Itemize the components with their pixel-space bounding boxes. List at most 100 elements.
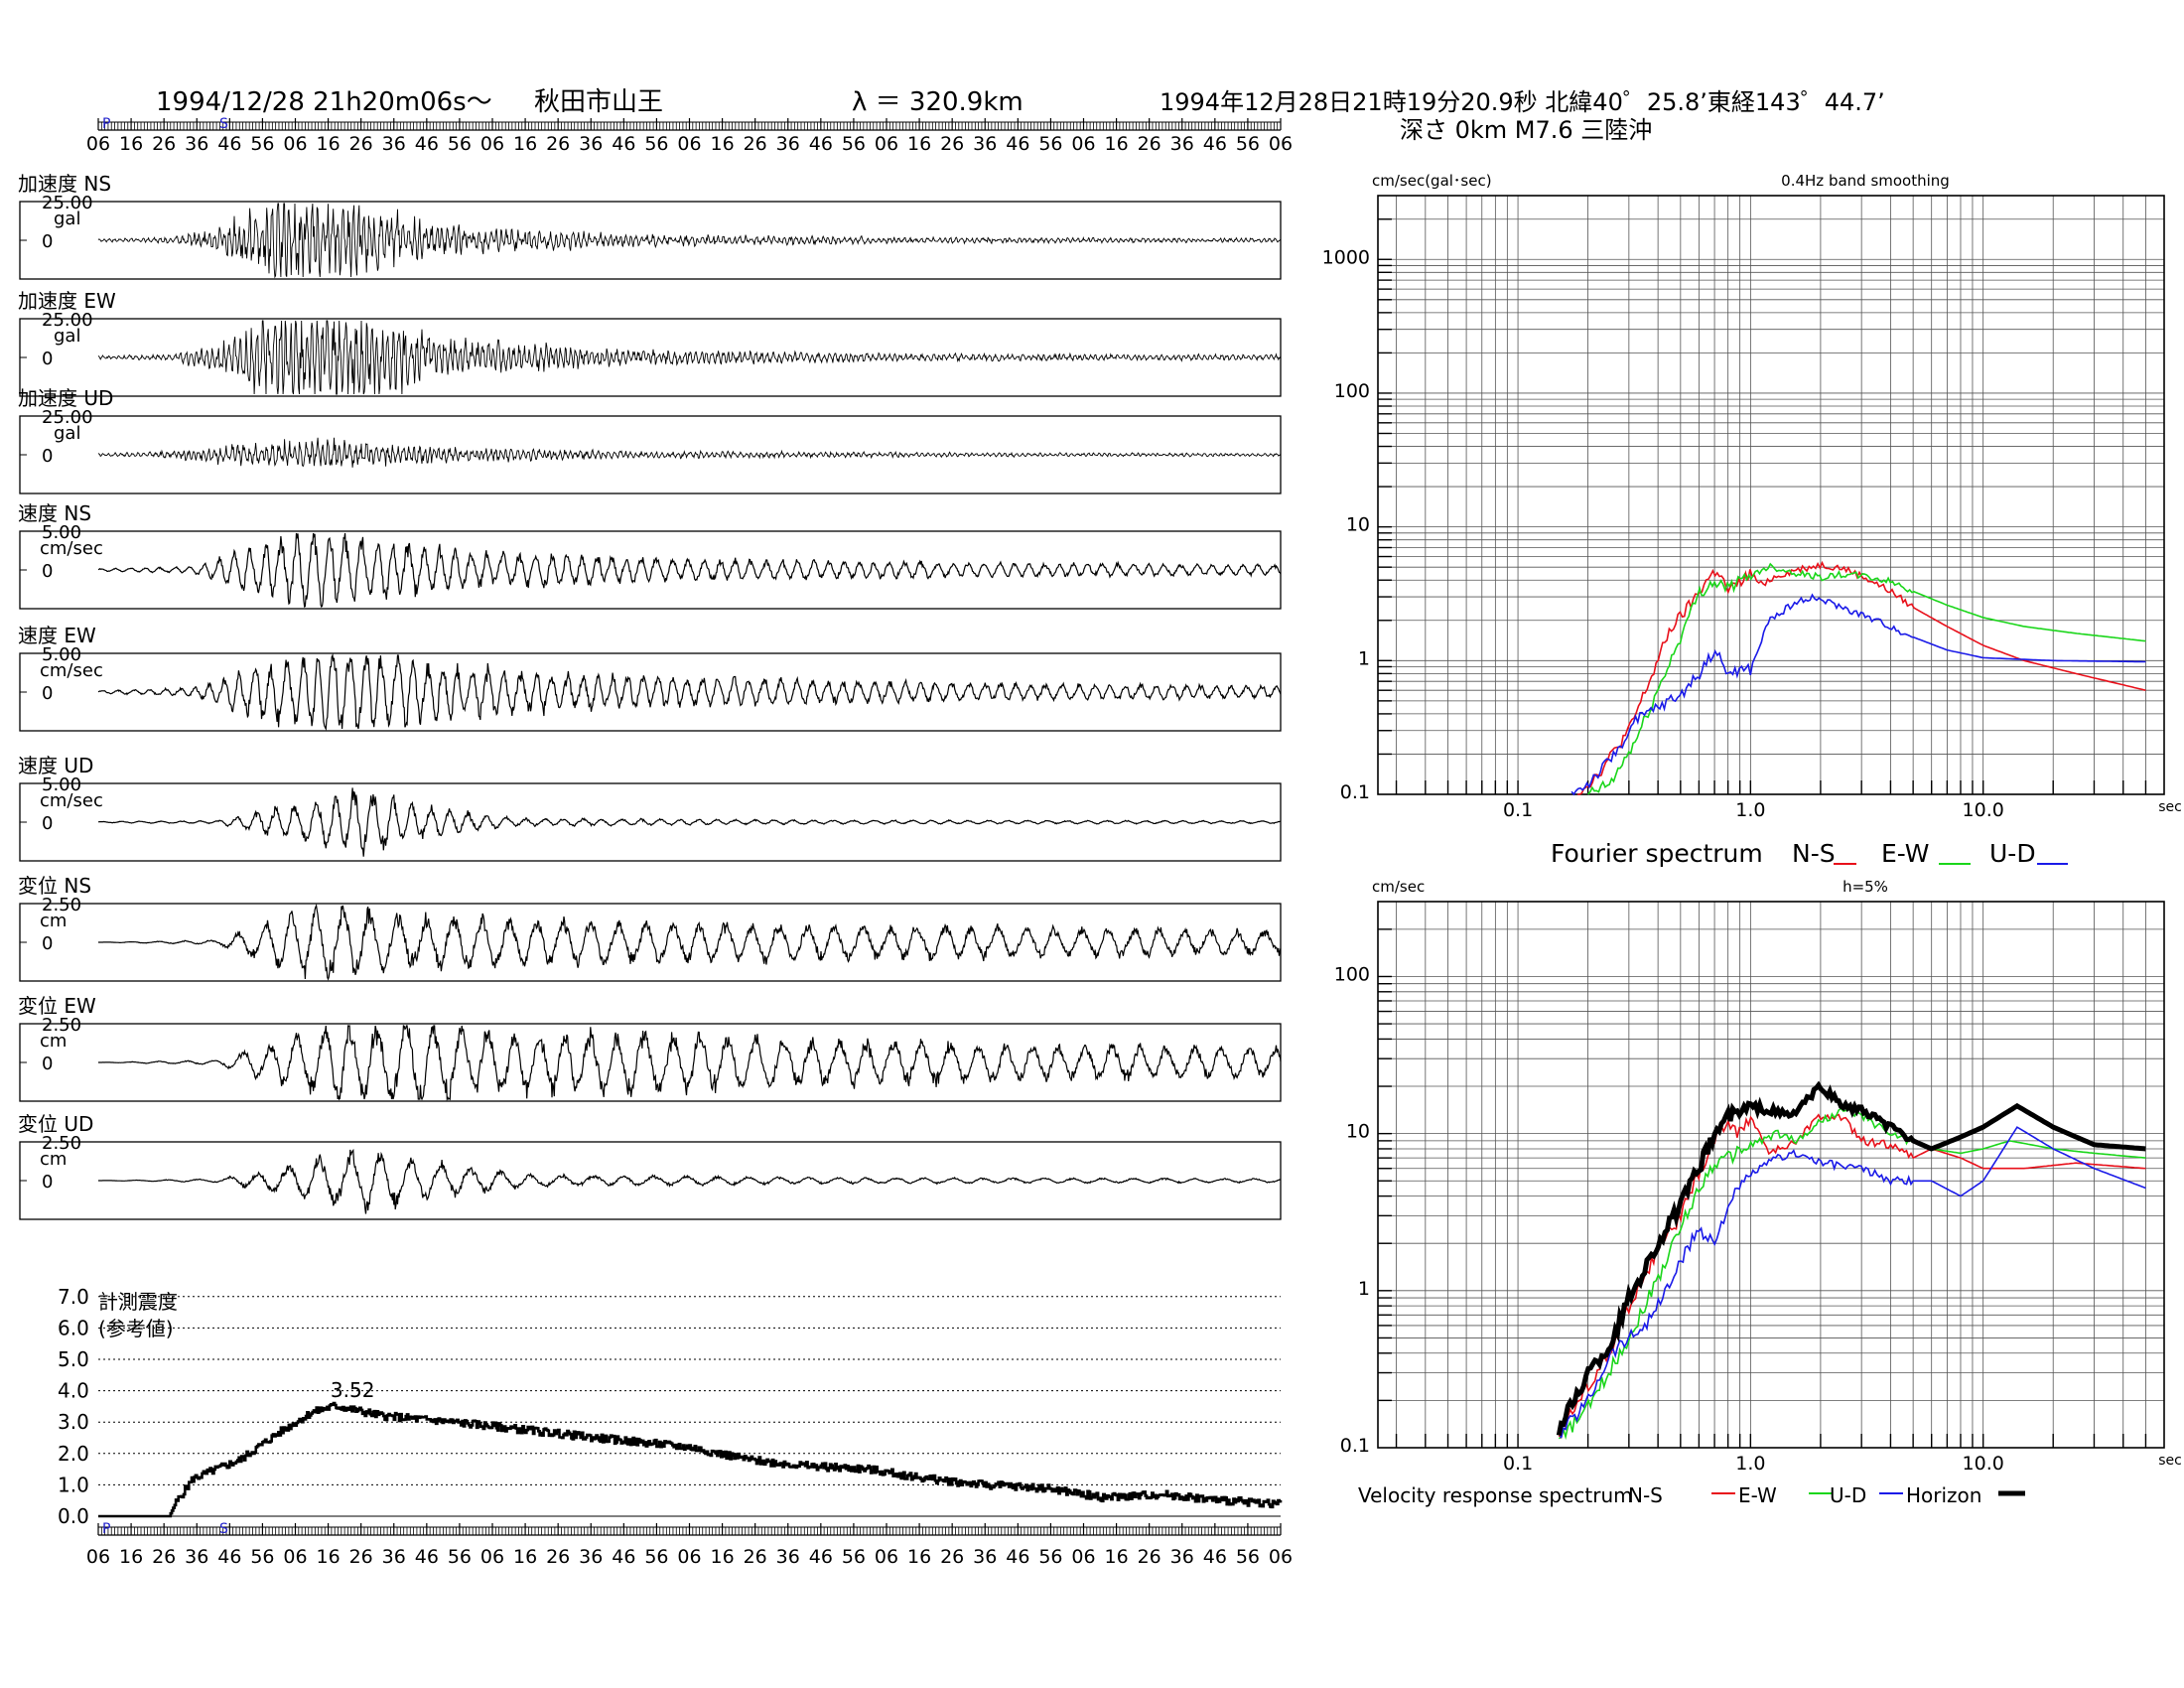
intensity-title: 計測震度 [98, 1290, 178, 1314]
plot-frame [1377, 195, 2165, 795]
trace-unit: gal [54, 209, 80, 229]
fourier-spectrum-chart: 0.1 1.0 10.0 1000 100 10 1 0.1 cm/sec(gal･sec) 0.… [1322, 172, 2182, 868]
time-axis-top-s-marker: S [219, 116, 228, 132]
trace-zero-label: 0 [42, 561, 53, 582]
y-tick-label: 0.1 [1340, 1435, 1370, 1457]
trace-unit: cm [40, 911, 67, 931]
time-axis-bottom-tick-label: 46 [217, 1546, 241, 1568]
x-axis-label: sec [2158, 799, 2182, 815]
time-axis-bottom-tick-label: 36 [579, 1546, 603, 1568]
trace-waveform [98, 1148, 1282, 1214]
trace-waveform [97, 532, 1282, 609]
event-info: 1994年12月28日21時19分20.9秒 北緯40゜25.8’東経143゜4… [1160, 88, 1885, 116]
time-axis-bottom-tick-label: 16 [119, 1546, 143, 1568]
time-axis-top-tick-label: 36 [382, 133, 406, 155]
trace-unit: cm/sec [40, 660, 103, 681]
series-line-n-s [1576, 560, 2146, 795]
legend-label: U-D [1989, 839, 2036, 868]
series-line-horizon [1556, 1080, 2146, 1436]
y-axis-label: cm/sec(gal･sec) [1372, 172, 1492, 190]
trace-scale: 2.50 [42, 1015, 81, 1036]
legend-title: Fourier spectrum [1551, 839, 1763, 868]
time-axis-bottom-tick-label: 56 [1038, 1546, 1062, 1568]
trace-scale: 5.00 [42, 774, 81, 795]
intensity-subtitle: (参考値) [98, 1317, 174, 1340]
trace-frame [19, 530, 1282, 610]
trace-scale: 2.50 [42, 1133, 81, 1154]
series-line-e-w [1587, 562, 2146, 795]
trace-unit: cm/sec [40, 790, 103, 811]
plot-frame [1377, 901, 2165, 1449]
time-axis-top-tick-label: 36 [579, 133, 603, 155]
trace-waveform [98, 1025, 1282, 1102]
time-axis-top-tick-label: 26 [1138, 133, 1161, 155]
legend-label: E-W [1738, 1483, 1777, 1507]
time-axis-bottom-tick-label: 06 [480, 1546, 504, 1568]
time-axis-bottom-tick-label: 06 [86, 1546, 110, 1568]
time-axis-top-tick-label: 26 [349, 133, 373, 155]
intensity-tick-label: 4.0 [58, 1379, 89, 1403]
trace-zero-label: 0 [42, 349, 53, 369]
intensity-tick-label: 7.0 [58, 1285, 89, 1309]
x-tick-label: 10.0 [1963, 1453, 2004, 1475]
x-tick-label: 1.0 [1735, 799, 1765, 821]
epicentral-distance: λ ＝ 320.9km [852, 87, 1024, 117]
trace-frame [19, 903, 1282, 982]
record-start-time: 1994/12/28 21h20m06s～ [156, 87, 492, 117]
trace-title: 変位 EW [18, 994, 96, 1018]
trace-title: 速度 EW [18, 624, 96, 647]
series-line-u-d [1558, 1126, 2146, 1439]
chart-subtitle: h=5% [1843, 878, 1888, 896]
trace-frame [19, 652, 1282, 732]
time-axis-top-tick-label: 16 [513, 133, 537, 155]
x-axis-label: sec [2158, 1453, 2182, 1469]
time-axis-top-tick-label: 16 [1104, 133, 1128, 155]
trace-title: 変位 UD [18, 1112, 93, 1136]
trace-waveform [97, 437, 1282, 468]
legend-label: U-D [1830, 1483, 1866, 1507]
trace-zero-label: 0 [42, 813, 53, 834]
time-axis-bottom-tick-label: 06 [1269, 1546, 1293, 1568]
trace-unit: cm [40, 1031, 67, 1052]
time-axis-top-tick-label: 16 [316, 133, 340, 155]
chart-subtitle: 0.4Hz band smoothing [1781, 172, 1950, 190]
time-axis-bottom-tick-label: 56 [842, 1546, 866, 1568]
intensity-tick-label: 1.0 [58, 1473, 89, 1496]
trace-zero-label: 0 [42, 1054, 53, 1074]
time-axis-bottom-tick-label: 06 [283, 1546, 307, 1568]
x-tick-label: 1.0 [1735, 1453, 1765, 1475]
time-axis-top: 06 16 26 36 46 56 06 16 26 36 46 56 06 16 26 36 46 56 06 16… [86, 116, 1293, 155]
intensity-peak-label: 3.52 [331, 1378, 375, 1402]
time-axis-bottom-tick-label: 36 [185, 1546, 208, 1568]
time-axis-bottom-tick-label: 26 [1138, 1546, 1161, 1568]
time-axis-top-tick-label: 26 [940, 133, 964, 155]
time-axis-bottom-tick-label: 36 [1170, 1546, 1194, 1568]
time-axis-bottom-tick-label: 06 [875, 1546, 898, 1568]
time-axis-top-tick-label: 56 [250, 133, 274, 155]
time-axis-bottom-tick-label: 56 [448, 1546, 472, 1568]
time-axis-top-tick-label: 06 [1269, 133, 1293, 155]
time-axis-bottom-tick-label: 46 [415, 1546, 439, 1568]
trace-waveform [97, 787, 1282, 857]
x-tick-label: 0.1 [1503, 799, 1533, 821]
y-tick-label: 1000 [1322, 246, 1370, 268]
trace-waveform [97, 320, 1282, 395]
seismic-intensity-chart: 計測震度 (参考値) 7.0 6.0 5.0 4.0 3.0 2.0 1.0 0.0 3.52 [58, 1285, 1283, 1528]
time-axis-bottom-tick-label: 16 [513, 1546, 537, 1568]
intensity-tick-label: 2.0 [58, 1442, 89, 1466]
time-axis-top-tick-label: 46 [1203, 133, 1227, 155]
time-axis-bottom-tick-label: 16 [907, 1546, 931, 1568]
time-axis-top-tick-label: 36 [1170, 133, 1194, 155]
time-axis-top-tick-label: 46 [1006, 133, 1029, 155]
trace-scale: 25.00 [42, 407, 93, 428]
trace-unit: gal [54, 326, 80, 347]
time-axis-top-tick-label: 06 [86, 133, 110, 155]
time-axis-bottom-tick-label: 46 [1006, 1546, 1029, 1568]
